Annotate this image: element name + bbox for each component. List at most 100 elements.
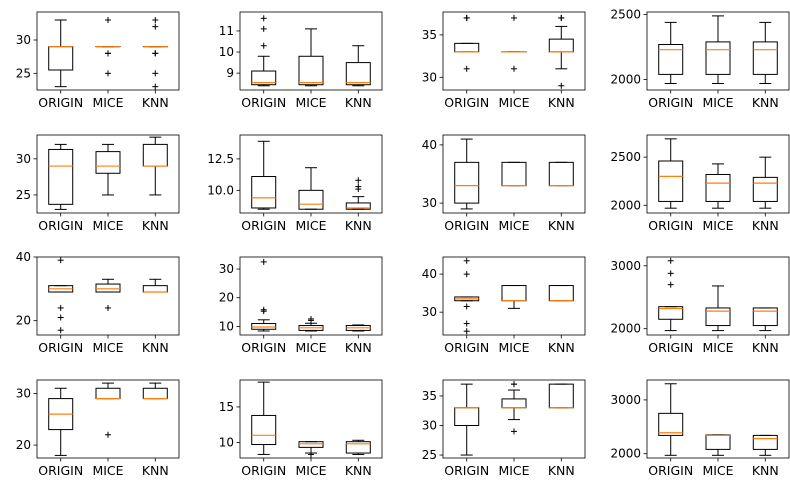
box-origin	[454, 257, 480, 335]
outlier-point	[105, 50, 111, 57]
box-origin	[48, 387, 74, 456]
iqr-box	[48, 46, 74, 71]
y-tick-label: 40	[422, 267, 437, 281]
y-tick-label: 30	[422, 419, 437, 433]
iqr-box	[501, 161, 527, 187]
box-mice	[298, 28, 324, 87]
iqr-box	[501, 285, 527, 302]
y-tick-label: 3000	[610, 259, 641, 273]
iqr-box	[658, 306, 684, 320]
iqr-box	[142, 285, 168, 293]
outlier-point	[57, 327, 64, 334]
iqr-box	[298, 55, 324, 86]
subplot-9: 20 40 ORIGIN MICE KNN	[16, 250, 180, 355]
outlier-point	[260, 15, 267, 22]
axes-frame	[442, 134, 586, 214]
iqr-box	[548, 38, 574, 53]
y-tick-label: 2500	[610, 8, 641, 22]
box-mice	[298, 167, 324, 210]
x-tick-label: MICE	[702, 95, 733, 110]
outlier-point	[511, 14, 517, 21]
iqr-box	[95, 283, 121, 293]
outlier-point	[260, 308, 267, 315]
x-tick-label: KNN	[752, 218, 779, 233]
x-tick-label: MICE	[498, 218, 529, 233]
outlier-point	[463, 320, 470, 327]
box-knn	[752, 307, 778, 332]
x-tick-label: ORIGIN	[444, 95, 489, 110]
iqr-box	[454, 407, 480, 427]
box-origin	[658, 138, 684, 209]
box-knn	[142, 382, 168, 400]
iqr-box	[298, 441, 324, 448]
x-tick-label: ORIGIN	[38, 218, 83, 233]
y-tick-label: 40	[16, 250, 31, 264]
outlier-point	[308, 317, 314, 324]
y-tick-label: 10	[219, 319, 234, 333]
box-mice	[95, 382, 121, 438]
box-knn	[345, 177, 371, 210]
box-knn	[142, 17, 168, 90]
iqr-box	[548, 285, 574, 302]
y-tick-label: 20	[16, 438, 31, 452]
iqr-box	[142, 143, 168, 167]
y-tick-label: 10.0	[207, 183, 234, 197]
iqr-box	[95, 387, 121, 400]
box-origin	[251, 140, 277, 210]
iqr-box	[251, 70, 277, 86]
x-tick-label: ORIGIN	[444, 340, 489, 355]
outlier-point	[260, 258, 267, 265]
outlier-point	[511, 381, 517, 388]
y-tick-label: 30	[422, 196, 437, 210]
y-tick-label: 12.5	[207, 152, 234, 166]
iqr-box	[501, 398, 527, 409]
subplot-8: 2000 2500 ORIGIN MICE KNN	[610, 134, 790, 233]
iqr-box	[454, 161, 480, 204]
outlier-point	[667, 270, 674, 277]
iqr-box	[705, 434, 731, 450]
subplot-6: 10.0 12.5 ORIGIN MICE KNN	[207, 134, 383, 233]
box-origin	[658, 21, 684, 84]
x-tick-label: KNN	[142, 463, 169, 478]
y-tick-label: 30	[16, 33, 31, 47]
box-mice	[95, 278, 121, 311]
subplot-15: 25 30 35 ORIGIN MICE KNN	[422, 379, 586, 478]
y-tick-label: 2000	[610, 447, 641, 461]
x-tick-label: ORIGIN	[648, 340, 693, 355]
subplot-7: 30 40 ORIGIN MICE KNN	[422, 134, 586, 233]
outlier-point	[463, 257, 470, 264]
y-tick-label: 10	[219, 435, 234, 449]
x-tick-label: KNN	[752, 463, 779, 478]
iqr-box	[95, 151, 121, 174]
x-tick-label: MICE	[702, 340, 733, 355]
iqr-box	[345, 202, 371, 210]
iqr-box	[142, 387, 168, 400]
y-tick-label: 20	[219, 291, 234, 305]
box-knn	[752, 21, 778, 84]
box-mice	[705, 15, 731, 84]
box-knn	[548, 285, 574, 302]
x-tick-label: MICE	[295, 340, 326, 355]
outlier-point	[152, 50, 159, 57]
outlier-point	[260, 25, 267, 32]
x-tick-label: ORIGIN	[241, 218, 286, 233]
x-tick-label: KNN	[345, 340, 372, 355]
outlier-point	[152, 17, 159, 23]
y-tick-label: 25	[422, 448, 437, 462]
box-mice	[95, 17, 121, 77]
outlier-point	[463, 328, 470, 335]
x-tick-label: KNN	[548, 95, 575, 110]
box-knn	[548, 14, 574, 89]
y-tick-label: 35	[422, 28, 437, 42]
x-tick-label: KNN	[752, 340, 779, 355]
axes-frame	[36, 256, 180, 336]
iqr-box	[752, 176, 778, 202]
x-tick-label: KNN	[548, 340, 575, 355]
subplot-16: 2000 3000 ORIGIN MICE KNN	[610, 379, 790, 478]
x-tick-label: ORIGIN	[38, 463, 83, 478]
x-tick-label: MICE	[92, 218, 123, 233]
outlier-point	[463, 14, 470, 21]
outlier-point	[105, 304, 111, 311]
y-tick-label: 3000	[610, 393, 641, 407]
